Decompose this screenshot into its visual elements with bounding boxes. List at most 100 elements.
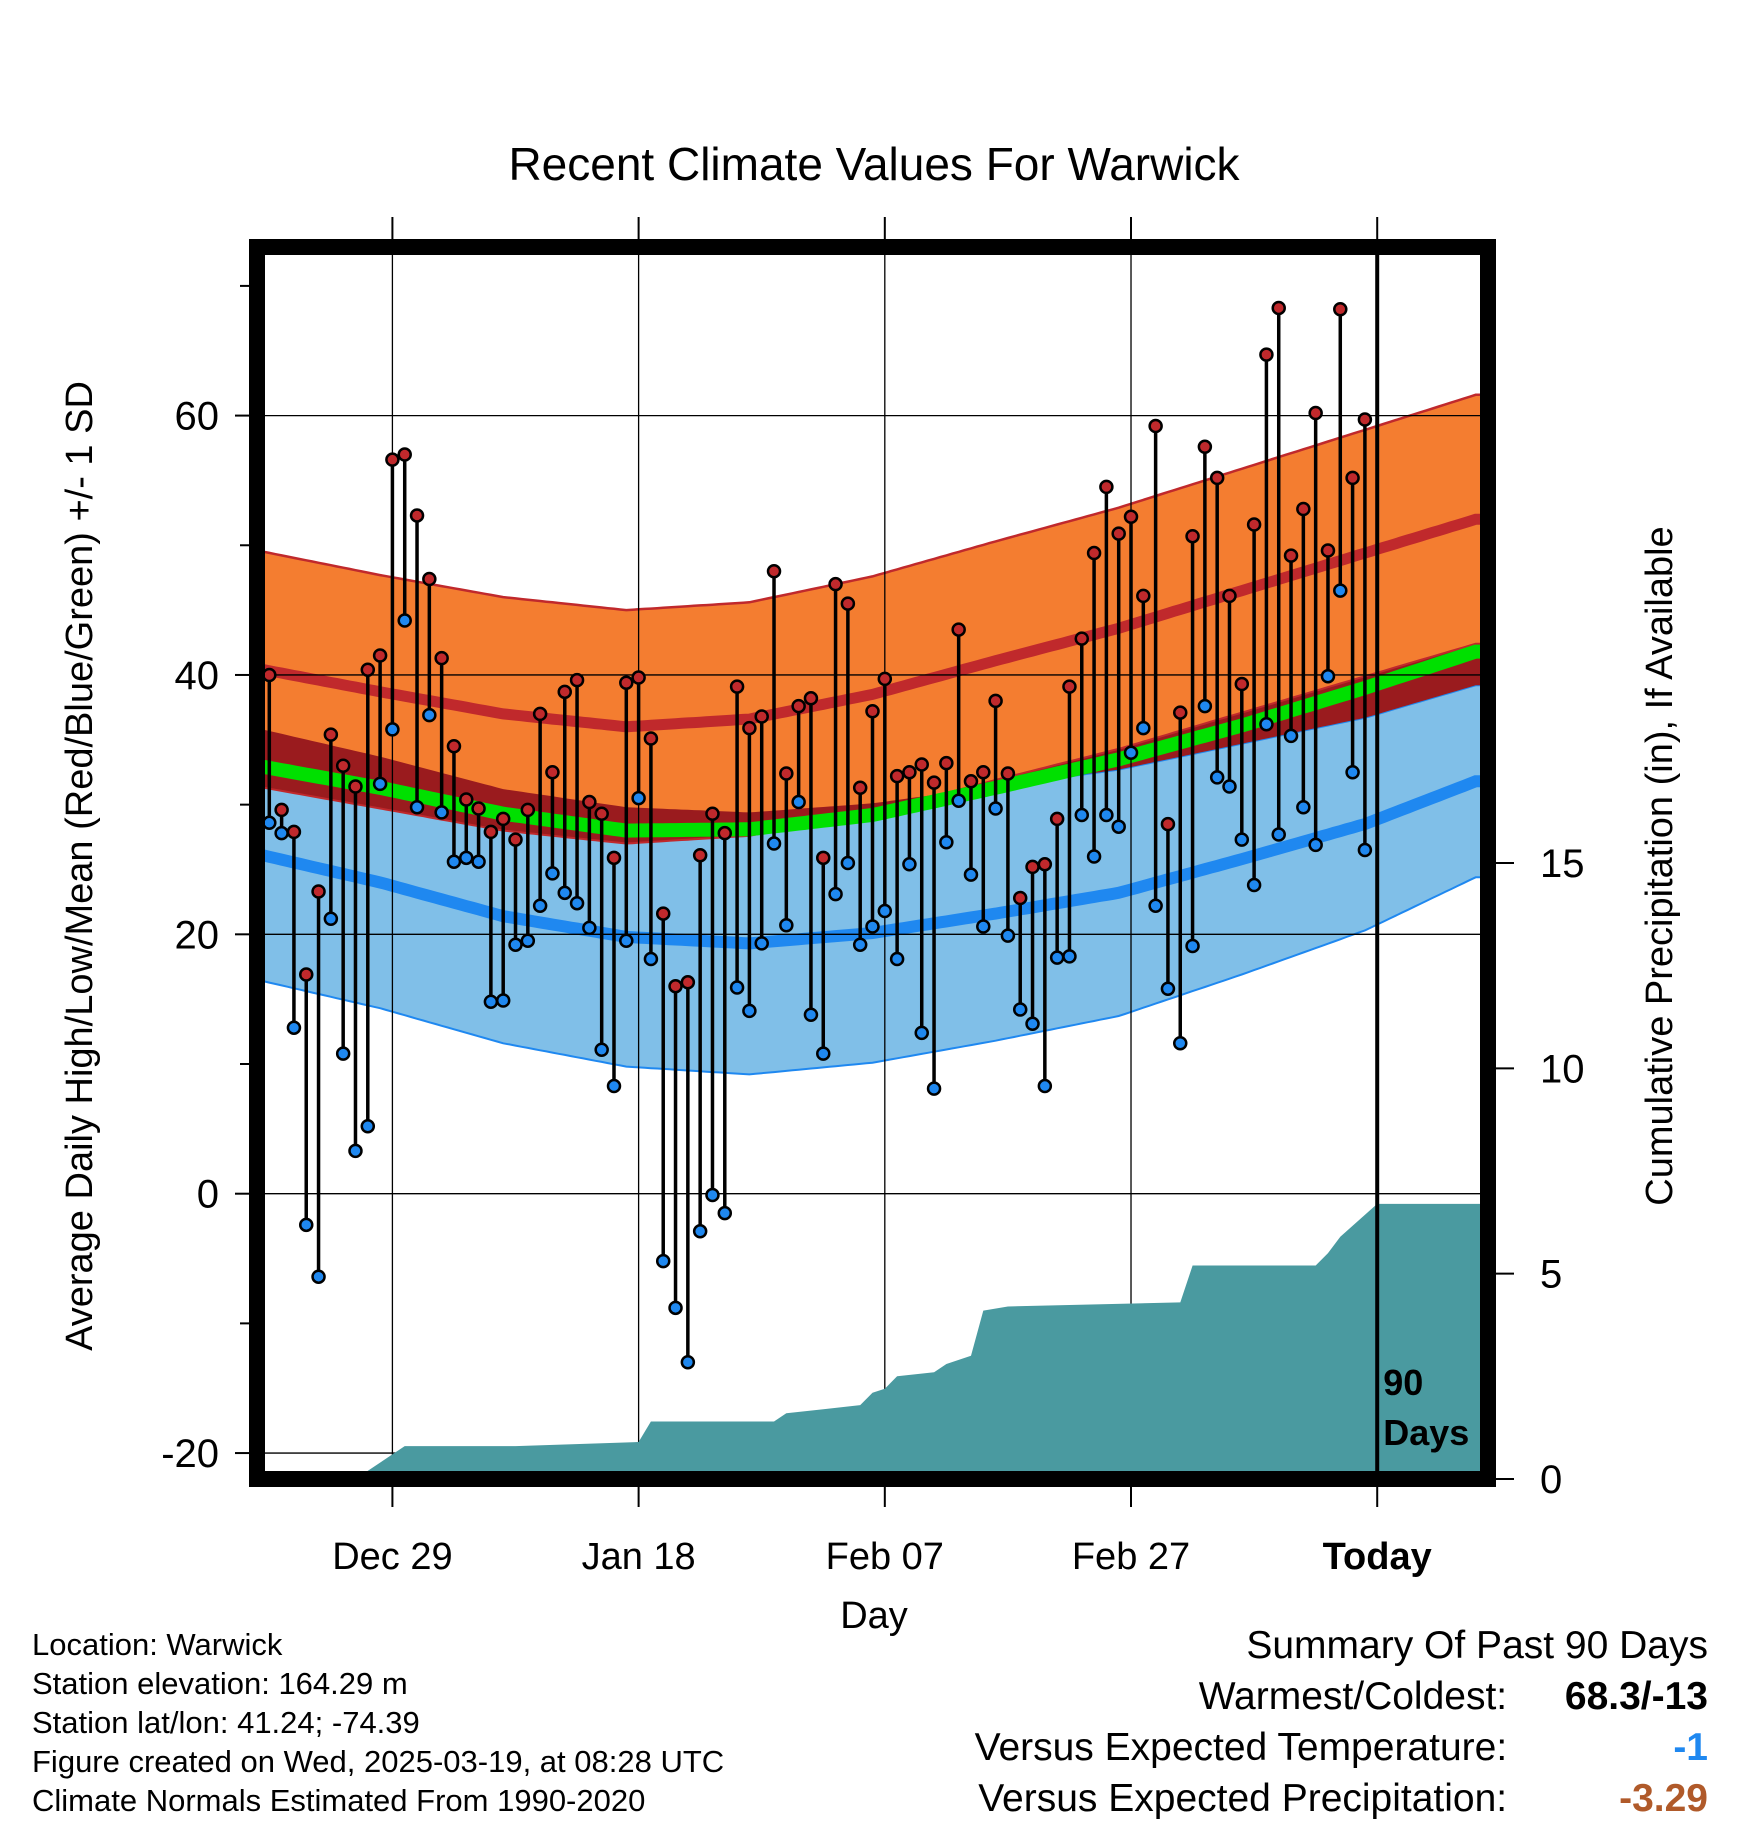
low-point — [1271, 827, 1286, 842]
high-point — [1246, 517, 1262, 532]
low-point — [729, 980, 745, 995]
low-point — [766, 836, 782, 851]
low-point — [1222, 779, 1237, 794]
low-point — [483, 994, 499, 1010]
low-point — [532, 898, 548, 914]
low-point — [754, 936, 769, 951]
high-point — [582, 794, 597, 810]
low-point — [926, 1081, 942, 1096]
high-point — [1037, 857, 1053, 872]
plot-area: 90 Days -20 0 20 40 60 0 5 10 15 Dec 29 Jan 18 Feb 07… — [161, 217, 1585, 1578]
low-point — [1283, 728, 1299, 744]
high-point — [963, 774, 979, 789]
high-point — [680, 975, 696, 990]
low-point — [655, 1253, 671, 1269]
location-text: Location: Warwick — [32, 1627, 283, 1662]
high-point — [1173, 705, 1188, 720]
low-point — [840, 855, 856, 871]
precip-label: Versus Expected Precipitation: — [978, 1777, 1508, 1820]
high-point — [655, 906, 671, 921]
high-point — [1062, 679, 1077, 694]
high-point — [274, 802, 289, 818]
high-point — [459, 792, 474, 807]
low-point — [914, 1025, 929, 1041]
high-sd-upper-line — [257, 393, 1488, 612]
left-tick-label: 0 — [197, 1173, 219, 1217]
low-point — [397, 613, 412, 628]
low-point — [409, 799, 425, 815]
low-point — [385, 722, 400, 737]
low-point — [1000, 928, 1016, 943]
high-point — [1345, 470, 1360, 486]
high-point — [742, 720, 757, 736]
high-point — [1185, 528, 1200, 544]
low-point — [582, 920, 597, 936]
high-point — [1222, 588, 1237, 604]
high-point — [606, 850, 622, 866]
high-point — [877, 671, 893, 687]
summary-heading: Summary Of Past 90 Days — [1246, 1624, 1708, 1667]
low-point — [335, 1046, 351, 1061]
high-point — [692, 847, 708, 863]
high-point — [1357, 412, 1373, 427]
x-tick-label: Dec 29 — [332, 1536, 452, 1578]
low-point — [976, 919, 991, 934]
low-point — [495, 993, 511, 1008]
low-point — [902, 857, 917, 872]
left-tick-label: 40 — [175, 654, 220, 698]
low-point — [1259, 716, 1274, 732]
high-point — [852, 780, 868, 796]
low-point — [1111, 819, 1126, 834]
low-point — [619, 933, 634, 949]
high-point — [902, 764, 917, 780]
low-point — [1209, 770, 1225, 785]
low-point — [705, 1187, 720, 1203]
today-days-label-2: Days — [1383, 1412, 1469, 1453]
high-point — [360, 662, 376, 678]
precip-value: -3.29 — [1619, 1777, 1708, 1820]
high-point — [483, 824, 499, 840]
low-point — [1136, 720, 1151, 736]
high-point — [976, 764, 991, 780]
high-point — [1123, 509, 1139, 524]
high-point — [1049, 811, 1065, 827]
low-point — [692, 1224, 708, 1239]
low-point — [1185, 938, 1200, 954]
low-point — [1062, 949, 1077, 964]
high-point — [1136, 588, 1151, 604]
high-point — [939, 755, 954, 771]
high-point — [828, 576, 843, 592]
temp-label: Versus Expected Temperature: — [974, 1726, 1508, 1769]
low-point — [680, 1355, 696, 1370]
left-tick-label: -20 — [161, 1432, 219, 1476]
high-point — [545, 764, 560, 780]
latlon-text: Station lat/lon: 41.24; -74.39 — [32, 1705, 420, 1740]
high-point — [372, 648, 388, 663]
low-point — [274, 825, 289, 841]
high-point — [865, 704, 880, 719]
normals-text: Climate Normals Estimated From 1990-2020 — [32, 1783, 646, 1818]
high-point — [766, 563, 782, 579]
high-point — [1074, 631, 1090, 646]
low-point — [1037, 1078, 1053, 1094]
low-point — [1123, 745, 1139, 761]
low-point — [508, 937, 523, 952]
low-point — [1025, 1016, 1040, 1032]
low-point — [877, 903, 893, 919]
low-point — [1012, 1002, 1028, 1017]
high-point — [729, 679, 745, 694]
high-point — [1296, 501, 1311, 517]
right-tick-label: 10 — [1540, 1047, 1585, 1091]
high-point — [532, 706, 548, 722]
high-point — [643, 731, 659, 746]
high-point — [1025, 859, 1040, 875]
high-point — [397, 447, 412, 462]
high-point — [446, 739, 462, 754]
low-point — [668, 1300, 683, 1316]
high-point — [1283, 548, 1299, 563]
low-point — [569, 895, 585, 911]
high-point — [951, 622, 966, 637]
high-point — [348, 779, 363, 794]
low-point — [323, 911, 339, 927]
low-point — [262, 815, 277, 831]
